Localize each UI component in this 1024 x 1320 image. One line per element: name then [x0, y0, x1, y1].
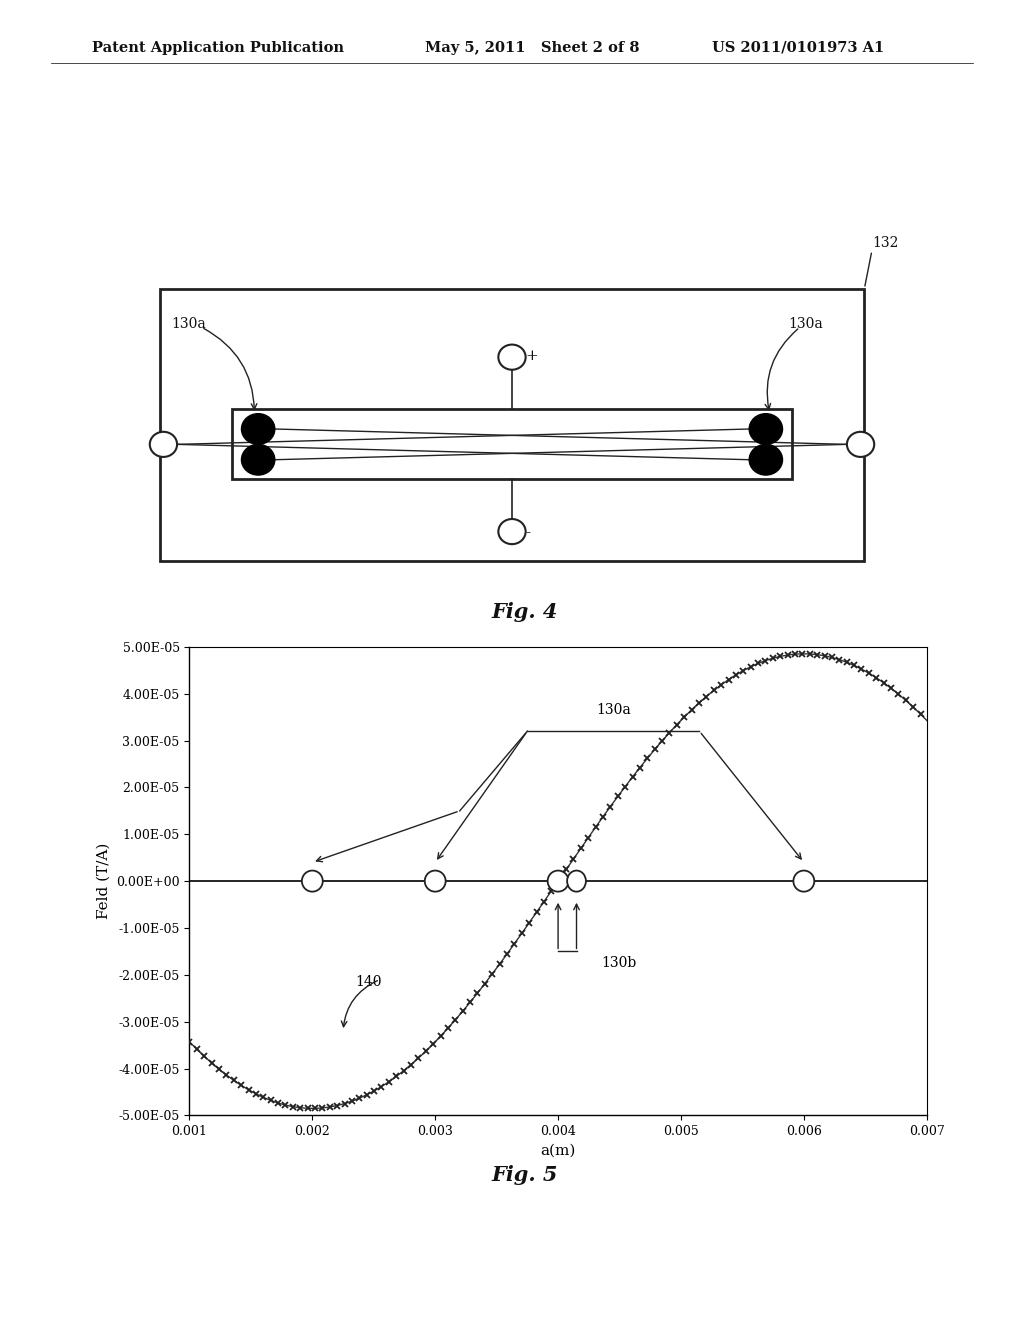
Text: US 2011/0101973 A1: US 2011/0101973 A1 [712, 41, 884, 54]
Text: May 5, 2011   Sheet 2 of 8: May 5, 2011 Sheet 2 of 8 [425, 41, 639, 54]
Circle shape [499, 519, 525, 544]
Text: Fig. 4: Fig. 4 [492, 602, 557, 623]
Text: 132: 132 [871, 236, 898, 251]
Text: 140: 140 [355, 974, 382, 989]
Circle shape [150, 432, 177, 457]
Text: Fig. 5: Fig. 5 [492, 1164, 557, 1185]
Circle shape [499, 345, 525, 370]
Text: 130a: 130a [596, 704, 631, 717]
Text: 130a: 130a [788, 317, 823, 331]
Text: Patent Application Publication: Patent Application Publication [92, 41, 344, 54]
Circle shape [242, 413, 274, 445]
Ellipse shape [548, 871, 568, 891]
Circle shape [750, 413, 782, 445]
Ellipse shape [567, 871, 586, 891]
Y-axis label: Feld (T/A): Feld (T/A) [96, 843, 111, 919]
Circle shape [242, 445, 274, 475]
Text: -: - [525, 525, 530, 540]
Ellipse shape [425, 871, 445, 891]
Text: 130b: 130b [601, 956, 636, 970]
Text: 130a: 130a [171, 317, 206, 331]
Ellipse shape [302, 871, 323, 891]
Bar [231, 409, 793, 479]
X-axis label: a(m): a(m) [541, 1143, 575, 1158]
Bar [160, 289, 864, 561]
Circle shape [847, 432, 874, 457]
Circle shape [750, 445, 782, 475]
Ellipse shape [794, 871, 814, 891]
Text: +: + [525, 348, 539, 363]
